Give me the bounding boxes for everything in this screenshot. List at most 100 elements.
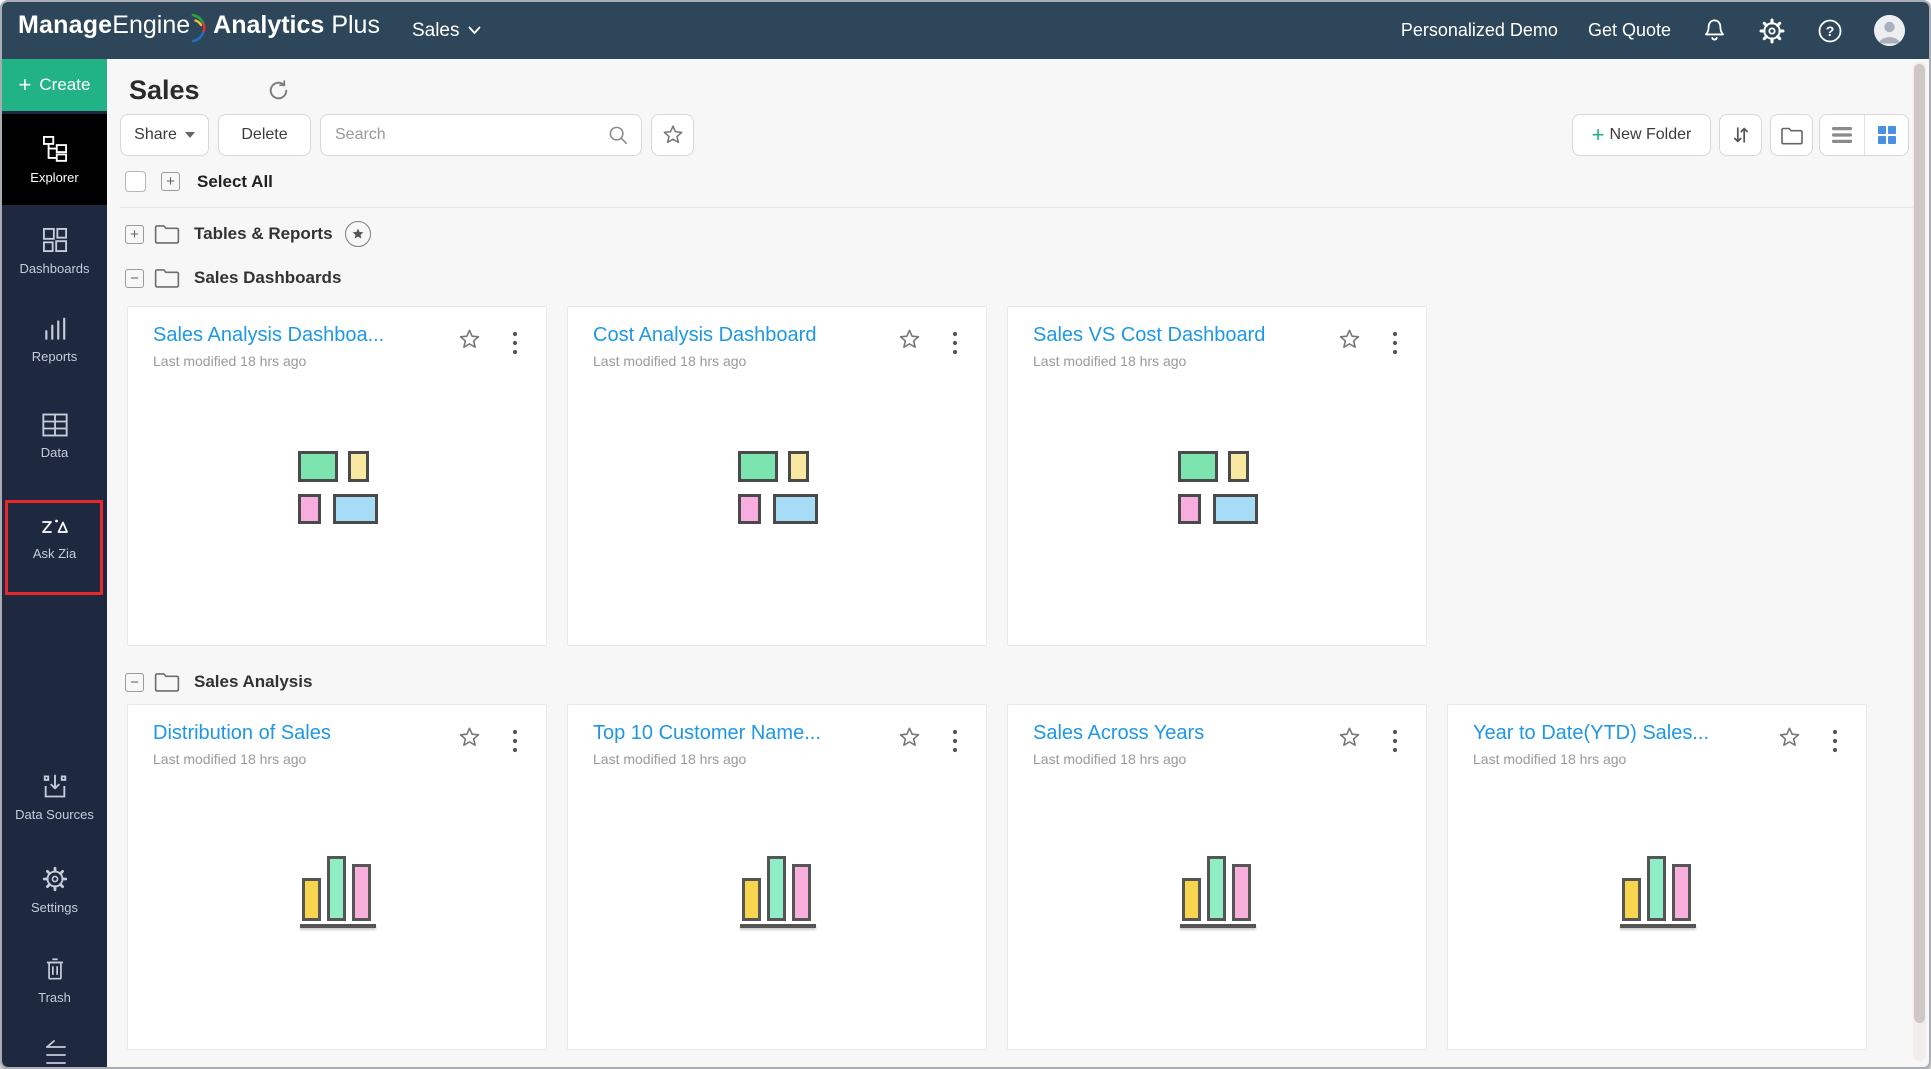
bar-chart-thumbnail-icon [740, 854, 816, 928]
sidebar-item-data-sources[interactable]: Data Sources [2, 772, 107, 822]
card-title-link[interactable]: Sales Analysis Dashboa... [153, 324, 385, 346]
favorite-star-icon[interactable] [457, 327, 482, 369]
bar-chart-thumbnail-icon [1180, 854, 1256, 928]
more-options-icon[interactable] [1392, 330, 1398, 369]
search-input[interactable] [335, 126, 607, 144]
sidebar-item-reports[interactable]: Reports [2, 316, 107, 364]
share-button[interactable]: Share [120, 114, 209, 156]
expand-icon[interactable]: + [125, 224, 144, 244]
favorite-star-icon[interactable] [897, 725, 922, 767]
more-options-icon[interactable] [952, 728, 958, 767]
grid-view-icon [1877, 126, 1896, 144]
sort-button[interactable] [1719, 114, 1762, 156]
card-title-link[interactable]: Sales Across Years [1033, 722, 1205, 744]
collapse-icon[interactable]: − [125, 268, 144, 288]
search-box [320, 114, 642, 156]
card-sales-analysis-dashboard[interactable]: Sales Analysis Dashboa... Last modified … [127, 306, 547, 646]
more-options-icon[interactable] [952, 330, 958, 369]
card-title-link[interactable]: Sales VS Cost Dashboard [1033, 324, 1266, 346]
card-modified: Last modified 18 hrs ago [593, 751, 747, 767]
sidebar-item-dashboards[interactable]: Dashboards [2, 226, 107, 276]
delete-button[interactable]: Delete [218, 114, 311, 156]
scrollbar-thumb[interactable] [1914, 64, 1925, 1024]
sidebar-item-explorer[interactable]: Explorer [2, 114, 107, 205]
select-all-label: Select All [197, 171, 273, 191]
refresh-icon[interactable] [266, 78, 291, 103]
favorite-star-icon[interactable] [1337, 725, 1362, 767]
card-sales-across-years[interactable]: Sales Across Years Last modified 18 hrs … [1007, 704, 1427, 1050]
help-icon[interactable]: ? [1816, 17, 1844, 45]
favorites-filter-button[interactable] [651, 114, 694, 156]
get-quote-link[interactable]: Get Quote [1587, 20, 1671, 40]
card-sales-vs-cost-dashboard[interactable]: Sales VS Cost Dashboard Last modified 18… [1007, 306, 1427, 646]
ask-zia-highlight-box [5, 500, 103, 595]
favorite-star-icon[interactable] [1777, 725, 1802, 767]
card-title-link[interactable]: Cost Analysis Dashboard [593, 324, 817, 346]
dashboard-thumbnail-icon [1178, 451, 1258, 524]
favorite-badge-icon[interactable] [344, 221, 371, 247]
settings-gear-icon [42, 866, 67, 892]
more-options-icon[interactable] [512, 728, 518, 767]
card-distribution-of-sales[interactable]: Distribution of Sales Last modified 18 h… [127, 704, 547, 1050]
brand-manage: Manage [18, 11, 113, 39]
card-year-to-date-sales[interactable]: Year to Date(YTD) Sales... Last modified… [1447, 704, 1867, 1050]
page-title: Sales [129, 75, 200, 105]
card-modified: Last modified 18 hrs ago [1033, 751, 1187, 767]
vertical-scrollbar[interactable] [1913, 62, 1926, 1061]
card-cost-analysis-dashboard[interactable]: Cost Analysis Dashboard Last modified 18… [567, 306, 987, 646]
workspace-selector[interactable]: Sales [412, 20, 482, 42]
bar-chart-thumbnail-icon [300, 854, 376, 928]
folder-name[interactable]: Sales Analysis [194, 672, 313, 691]
more-options-icon[interactable] [1832, 728, 1838, 767]
expand-all-icon[interactable]: + [161, 172, 180, 191]
folder-row-sales-dashboards[interactable]: − Sales Dashboards [125, 267, 341, 289]
collapse-sidebar-icon[interactable] [2, 1039, 107, 1067]
favorite-star-icon[interactable] [457, 725, 482, 767]
list-view-button[interactable] [1820, 115, 1864, 155]
user-avatar[interactable] [1874, 15, 1905, 46]
card-top-10-customer-names[interactable]: Top 10 Customer Name... Last modified 18… [567, 704, 987, 1050]
card-modified: Last modified 18 hrs ago [153, 751, 307, 767]
notifications-bell-icon[interactable] [1701, 17, 1728, 44]
dashboard-thumbnail-icon [738, 451, 818, 524]
folder-name[interactable]: Tables & Reports [194, 224, 333, 243]
svg-text:?: ? [1826, 23, 1835, 39]
folder-view-button[interactable] [1770, 114, 1813, 156]
plus-icon: + [18, 72, 32, 97]
personalized-demo-link[interactable]: Personalized Demo [1400, 20, 1558, 40]
sidebar-item-data[interactable]: Data [2, 412, 107, 460]
left-sidebar: + Create Explorer Dashboards Reports [2, 59, 107, 1067]
collapse-icon[interactable]: − [125, 672, 144, 692]
new-folder-button[interactable]: + New Folder [1572, 114, 1711, 156]
workspace-name: Sales [411, 19, 460, 41]
folder-name[interactable]: Sales Dashboards [194, 268, 342, 287]
sidebar-item-settings[interactable]: Settings [2, 865, 107, 915]
favorite-star-icon[interactable] [897, 327, 922, 369]
sidebar-item-ask-zia[interactable]: Ask Zia [2, 515, 107, 561]
trash-icon [46, 958, 63, 980]
sidebar-label-explorer: Explorer [30, 170, 79, 185]
explorer-icon [42, 135, 67, 162]
create-button[interactable]: + Create [2, 59, 107, 111]
card-title-link[interactable]: Year to Date(YTD) Sales... [1473, 722, 1710, 744]
sidebar-item-trash[interactable]: Trash [2, 955, 107, 1005]
topbar-right-group: Personalized Demo Get Quote ? [1401, 15, 1905, 46]
toolbar-right-group: + New Folder [1572, 114, 1909, 156]
more-options-icon[interactable] [1392, 728, 1398, 767]
settings-gear-icon[interactable] [1758, 17, 1786, 45]
card-title-link[interactable]: Distribution of Sales [153, 722, 331, 744]
card-modified: Last modified 18 hrs ago [1033, 353, 1187, 369]
folder-row-sales-analysis[interactable]: − Sales Analysis [125, 671, 312, 693]
brand-logo: Manage Engine Analytics Plus [18, 11, 380, 50]
favorite-star-icon[interactable] [1337, 327, 1362, 369]
select-all-checkbox[interactable] [125, 171, 146, 192]
grid-view-button[interactable] [1864, 115, 1908, 155]
ask-zia-icon [41, 519, 68, 533]
search-icon[interactable] [607, 124, 629, 146]
plus-icon: + [1591, 122, 1605, 147]
sidebar-label-settings: Settings [31, 900, 78, 915]
folder-row-tables-reports[interactable]: + Tables & Reports [125, 221, 371, 247]
more-options-icon[interactable] [512, 330, 518, 369]
card-title-link[interactable]: Top 10 Customer Name... [593, 722, 821, 744]
data-table-icon [41, 413, 68, 437]
